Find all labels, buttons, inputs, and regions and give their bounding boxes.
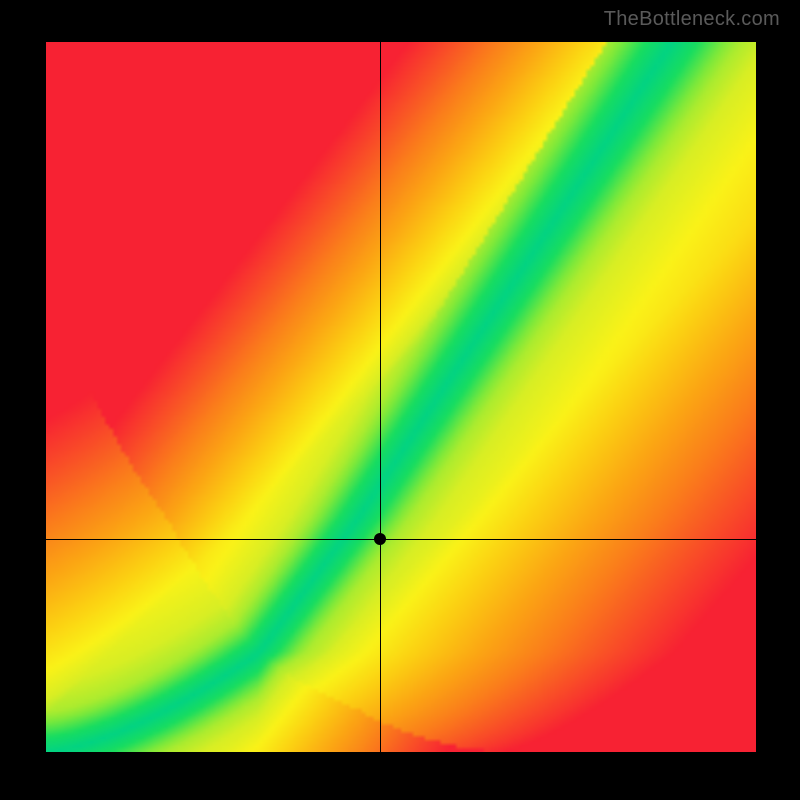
crosshair-marker xyxy=(374,533,386,545)
bottleneck-heatmap xyxy=(46,42,756,752)
crosshair-horizontal xyxy=(46,539,756,540)
watermark-text: TheBottleneck.com xyxy=(604,8,780,31)
crosshair-vertical xyxy=(380,42,381,752)
heatmap-canvas xyxy=(46,42,756,752)
